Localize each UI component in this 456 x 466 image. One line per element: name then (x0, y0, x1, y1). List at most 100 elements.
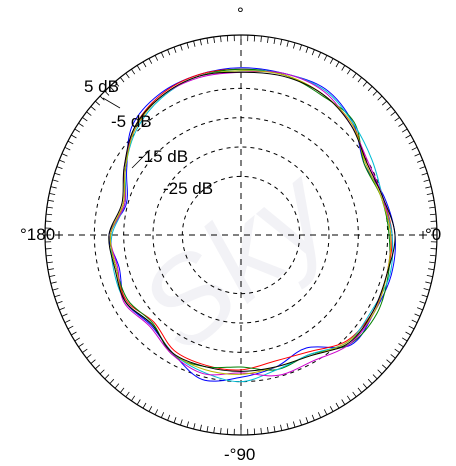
frame-tick (286, 40, 289, 47)
frame-tick (78, 343, 84, 348)
frame-tick (386, 359, 392, 364)
frame-tick (267, 427, 269, 434)
frame-tick (341, 399, 346, 405)
frame-tick (99, 369, 105, 375)
labels: 5 dB -5 dB -15 dB -25 dB ° °0 -°90 °180 (20, 4, 441, 464)
frame-tick (408, 140, 415, 145)
frame-tick (206, 425, 209, 433)
frame-tick (317, 52, 322, 58)
frame-tick (367, 378, 373, 384)
frame-tick (82, 117, 88, 122)
frame-tick (286, 423, 289, 430)
frame-tick (193, 40, 196, 47)
frame-tick (74, 337, 81, 342)
frame-tick (61, 313, 68, 317)
frame-tick (386, 106, 392, 111)
frame-tick (50, 281, 57, 284)
series-line-7 (108, 71, 396, 372)
frame-tick (104, 90, 110, 96)
frame-tick (64, 319, 71, 324)
frame-tick (167, 49, 171, 56)
frame-tick (346, 68, 351, 75)
frame-tick (180, 419, 183, 426)
frame-tick (120, 77, 125, 83)
frame-tick (426, 274, 433, 277)
frame-tick (414, 313, 421, 317)
frame-tick (280, 424, 283, 431)
series-line-4 (110, 70, 394, 383)
frame-tick (173, 46, 177, 53)
frame-tick (148, 406, 153, 412)
frame-tick (114, 81, 120, 87)
frame-tick (426, 193, 433, 196)
frame-tick (131, 68, 136, 75)
frame-tick (423, 288, 430, 291)
frame-tick (292, 421, 296, 428)
frame-tick (90, 106, 96, 111)
frame-tick (394, 117, 400, 122)
frame-tick (67, 140, 74, 145)
frame-tick (213, 427, 215, 434)
frame-tick (180, 44, 183, 51)
frame-tick (125, 391, 130, 398)
frame-tick (64, 146, 71, 151)
frame-tick (299, 44, 302, 51)
frame-tick (95, 100, 101, 106)
frame-tick (329, 406, 334, 412)
frame-tick (428, 199, 435, 202)
frame-tick (419, 300, 426, 304)
frame-tick (193, 423, 196, 430)
ring-label-leader (131, 149, 151, 169)
ring-label-minus25db: -25 dB (163, 179, 213, 198)
frame-tick (323, 409, 328, 415)
frame-tick (49, 274, 56, 277)
frame-tick (47, 268, 54, 271)
frame-tick (71, 134, 77, 139)
frame-tick (71, 331, 77, 336)
frame-tick (186, 421, 190, 428)
frame-tick (335, 402, 340, 409)
frame-tick (411, 146, 418, 151)
frame-tick (160, 52, 165, 58)
frame-tick (86, 354, 92, 359)
frame-tick (357, 387, 362, 393)
frame-tick (199, 424, 202, 431)
frame-tick (423, 179, 430, 182)
frame-tick (160, 412, 165, 418)
frame-tick (52, 179, 59, 182)
frame-tick (49, 193, 56, 196)
angle-label-180: °180 (20, 225, 55, 244)
frame-tick (429, 213, 436, 216)
ring-circle (152, 146, 330, 324)
frame-tick (86, 111, 92, 116)
frame-tick (335, 61, 340, 68)
frame-tick (401, 128, 408, 133)
frame-tick (213, 36, 215, 43)
frame-tick (305, 46, 309, 53)
frame-tick (109, 86, 115, 92)
frame-tick (367, 86, 373, 92)
frame-tick (317, 412, 322, 418)
frame-tick (425, 281, 432, 284)
frame-tick (59, 307, 65, 311)
frame-tick (136, 65, 141, 71)
frame-tick (78, 122, 84, 127)
frame-tick (357, 77, 362, 83)
frame-tick (417, 307, 423, 311)
frame-tick (425, 186, 432, 189)
frame-tick (260, 36, 262, 43)
frame-tick (299, 419, 302, 426)
frame-tick (405, 134, 411, 139)
frame-tick (199, 39, 202, 46)
frame-tick (142, 402, 147, 409)
angle-label-top: ° (237, 4, 244, 23)
frame-tick (429, 254, 436, 257)
frame-tick (280, 39, 283, 46)
frame-tick (61, 153, 68, 157)
ring-label-minus15db: -15 dB (138, 147, 188, 166)
frame-tick (421, 294, 428, 298)
frame-tick (411, 319, 418, 324)
frame-tick (421, 172, 428, 176)
frame-tick (267, 36, 269, 43)
